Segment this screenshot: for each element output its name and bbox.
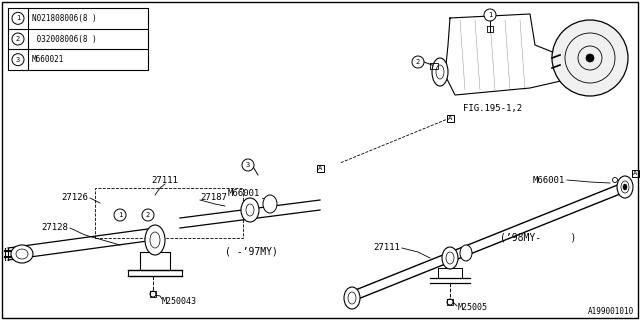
Text: 27111: 27111 [152, 175, 179, 185]
Text: 2: 2 [16, 36, 20, 42]
Circle shape [12, 54, 24, 66]
Text: 3: 3 [16, 57, 20, 63]
Circle shape [12, 33, 24, 45]
Bar [632, 170, 639, 177]
Bar [317, 164, 323, 172]
Ellipse shape [442, 247, 458, 269]
Circle shape [412, 56, 424, 68]
Text: 27187: 27187 [200, 194, 227, 203]
Text: M660021: M660021 [32, 55, 65, 64]
Bar [8, 8, 148, 70]
Text: 1: 1 [488, 12, 492, 18]
Circle shape [484, 9, 496, 21]
Text: 032008006(8 ): 032008006(8 ) [32, 35, 97, 44]
Text: 27111: 27111 [373, 244, 400, 252]
Ellipse shape [432, 58, 448, 86]
Circle shape [242, 159, 254, 171]
Text: 1: 1 [16, 15, 20, 21]
Ellipse shape [344, 287, 360, 309]
Text: M66001: M66001 [228, 188, 260, 197]
Ellipse shape [617, 176, 633, 198]
Text: N021808006(8 ): N021808006(8 ) [32, 14, 97, 23]
Text: ( -’97MY): ( -’97MY) [225, 247, 278, 257]
Text: 2: 2 [146, 212, 150, 218]
Bar [95, 188, 243, 238]
Text: M25005: M25005 [458, 303, 488, 313]
Text: 1: 1 [118, 212, 122, 218]
Text: 3: 3 [246, 162, 250, 168]
Circle shape [12, 12, 24, 24]
Circle shape [114, 209, 126, 221]
Text: M66001: M66001 [532, 175, 565, 185]
Text: 27126: 27126 [61, 194, 88, 203]
Ellipse shape [447, 299, 453, 305]
Ellipse shape [263, 195, 277, 213]
Ellipse shape [623, 184, 627, 190]
Ellipse shape [150, 291, 156, 297]
Ellipse shape [145, 225, 165, 255]
Ellipse shape [241, 198, 259, 222]
Text: A: A [633, 170, 637, 176]
Text: 2: 2 [416, 59, 420, 65]
Ellipse shape [460, 245, 472, 261]
Text: 27128: 27128 [41, 223, 68, 233]
Text: A199001010: A199001010 [588, 307, 634, 316]
Bar [447, 115, 454, 122]
Ellipse shape [612, 178, 618, 182]
Ellipse shape [11, 245, 33, 263]
Text: (’98MY-     ): (’98MY- ) [500, 232, 577, 242]
Circle shape [142, 209, 154, 221]
Text: FIG.195-1,2: FIG.195-1,2 [463, 103, 522, 113]
Text: M250043: M250043 [162, 297, 197, 306]
Text: A: A [318, 165, 322, 171]
Circle shape [552, 20, 628, 96]
Text: A: A [448, 115, 452, 121]
Circle shape [586, 54, 594, 62]
